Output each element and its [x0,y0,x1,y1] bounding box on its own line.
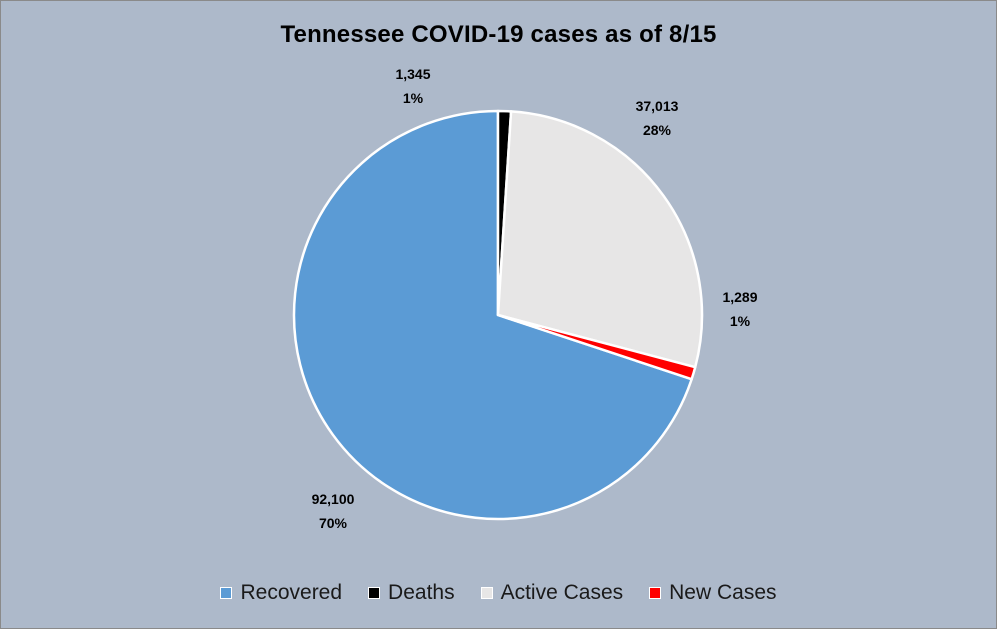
legend-item-deaths: Deaths [368,581,455,605]
value-label-recovered: 92,100 [311,491,355,507]
data-label-new-cases: 1,289 1% [695,285,785,333]
percent-label-new-cases: 1% [729,313,751,329]
data-label-recovered: 92,100 70% [288,487,378,535]
value-label-deaths: 1,345 [395,66,431,82]
percent-label-deaths: 1% [402,90,424,106]
legend-label-active-cases: Active Cases [500,581,624,604]
legend-swatch-deaths [368,587,381,599]
value-label-new-cases: 1,289 [722,289,758,305]
data-label-deaths: 1,345 1% [368,62,458,110]
legend-swatch-recovered [220,587,233,599]
percent-label-recovered: 70% [318,515,348,531]
data-label-active-cases: 37,013 28% [612,94,702,142]
pie-slice-new-cases [496,313,697,381]
pie-slice-active-cases [496,110,704,369]
legend: Recovered Deaths Active Cases New Cases [1,581,996,605]
legend-label-deaths: Deaths [388,581,455,604]
value-label-active-cases: 37,013 [635,98,679,114]
legend-label-recovered: Recovered [240,581,343,604]
pie-slice-recovered [292,109,693,521]
legend-swatch-new-cases [649,587,662,599]
legend-item-new-cases: New Cases [649,581,777,605]
legend-swatch-active-cases [480,587,493,599]
legend-item-recovered: Recovered [220,581,342,605]
legend-item-active-cases: Active Cases [480,581,624,605]
percent-label-active-cases: 28% [642,122,672,138]
chart-title: Tennessee COVID-19 cases as of 8/15 [280,21,717,48]
legend-label-new-cases: New Cases [669,581,777,604]
